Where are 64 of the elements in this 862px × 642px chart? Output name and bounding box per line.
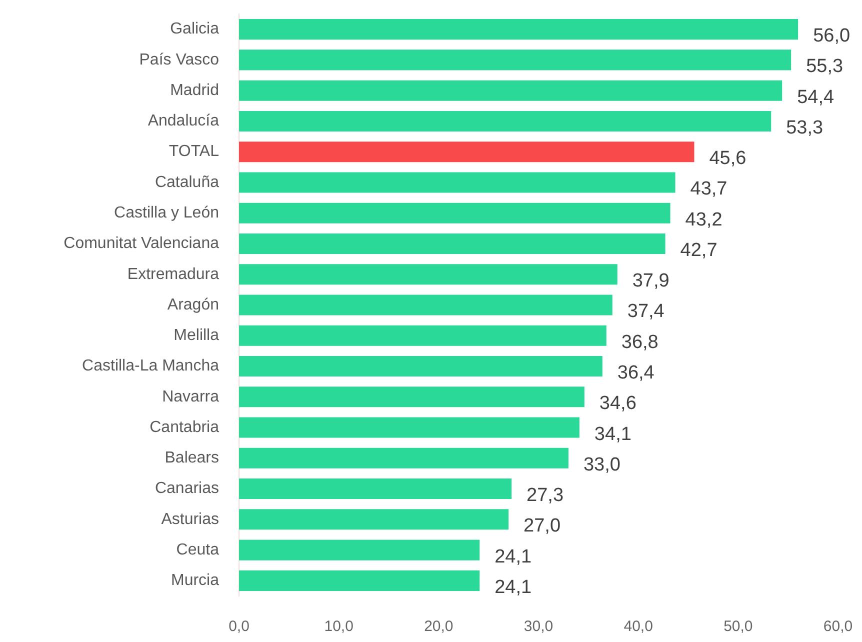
bar — [239, 19, 798, 40]
x-tick-label: 20,0 — [424, 618, 454, 636]
bar — [239, 478, 512, 500]
data-label: 43,2 — [685, 209, 722, 230]
y-tick-label: Castilla y León — [114, 204, 219, 222]
bar — [239, 540, 480, 560]
y-tick-label: Ceuta — [176, 541, 220, 558]
bar — [239, 50, 792, 70]
data-label: 34,6 — [599, 393, 636, 414]
x-tick-label: 30,0 — [524, 618, 554, 636]
bar — [239, 417, 580, 438]
bar — [239, 325, 606, 346]
y-tick-label: Extremadura — [127, 266, 220, 283]
x-tick-label: 50,0 — [724, 618, 753, 636]
data-label: 54,4 — [797, 86, 835, 108]
data-label: 53,3 — [786, 117, 824, 138]
data-label: 43,7 — [690, 178, 728, 200]
y-tick-label: Cataluña — [154, 174, 220, 191]
y-tick-label: Galicia — [170, 20, 220, 38]
x-tick-label: 0,0 — [228, 618, 250, 636]
y-tick-label: Melilla — [174, 327, 220, 344]
data-label: 37,9 — [632, 270, 670, 292]
data-label: 27,0 — [524, 516, 561, 537]
data-label: 37,4 — [627, 301, 665, 322]
y-tick-label: TOTAL — [168, 143, 220, 160]
bar — [239, 172, 676, 193]
bar — [239, 386, 584, 408]
y-tick-label: Murcia — [170, 572, 220, 590]
bar — [239, 356, 602, 377]
y-tick-label: Aragón — [167, 296, 219, 314]
y-tick-label: Asturias — [161, 510, 219, 528]
y-tick-label: Comunitat Valenciana — [64, 235, 220, 252]
data-label: 55,3 — [806, 56, 844, 78]
y-tick-label: Navarra — [162, 388, 220, 406]
data-label: 24,1 — [494, 576, 532, 598]
x-tick-label: 10,0 — [324, 618, 354, 636]
bar — [239, 294, 612, 316]
x-tick-label: 40,0 — [624, 618, 653, 636]
bar — [239, 448, 568, 468]
data-label: 36,4 — [617, 362, 655, 384]
bar — [239, 142, 694, 162]
bar — [239, 202, 670, 224]
bar — [239, 110, 772, 132]
y-tick-label: Madrid — [170, 82, 219, 99]
y-tick-label: Balears — [164, 450, 219, 467]
y-tick-label: Andalucía — [148, 112, 220, 130]
y-tick-label: Castilla-La Mancha — [82, 358, 220, 375]
bar — [239, 264, 618, 285]
data-label: 42,7 — [680, 240, 718, 261]
data-label: 56,0 — [813, 26, 850, 47]
data-label: 24,1 — [494, 546, 532, 568]
bar — [239, 509, 509, 530]
data-label: 45,6 — [709, 148, 746, 170]
x-tick-label: 60,0 — [823, 618, 853, 636]
bar — [239, 570, 480, 591]
bar — [239, 233, 666, 254]
y-tick-label: Canarias — [154, 480, 219, 498]
data-label: 33,0 — [583, 454, 620, 476]
data-label: 34,1 — [594, 424, 632, 445]
y-tick-label: País Vasco — [139, 51, 220, 68]
data-label: 27,3 — [526, 485, 564, 506]
data-label: 36,8 — [621, 332, 658, 353]
bar — [239, 80, 782, 101]
y-tick-label: Cantabria — [150, 418, 220, 436]
